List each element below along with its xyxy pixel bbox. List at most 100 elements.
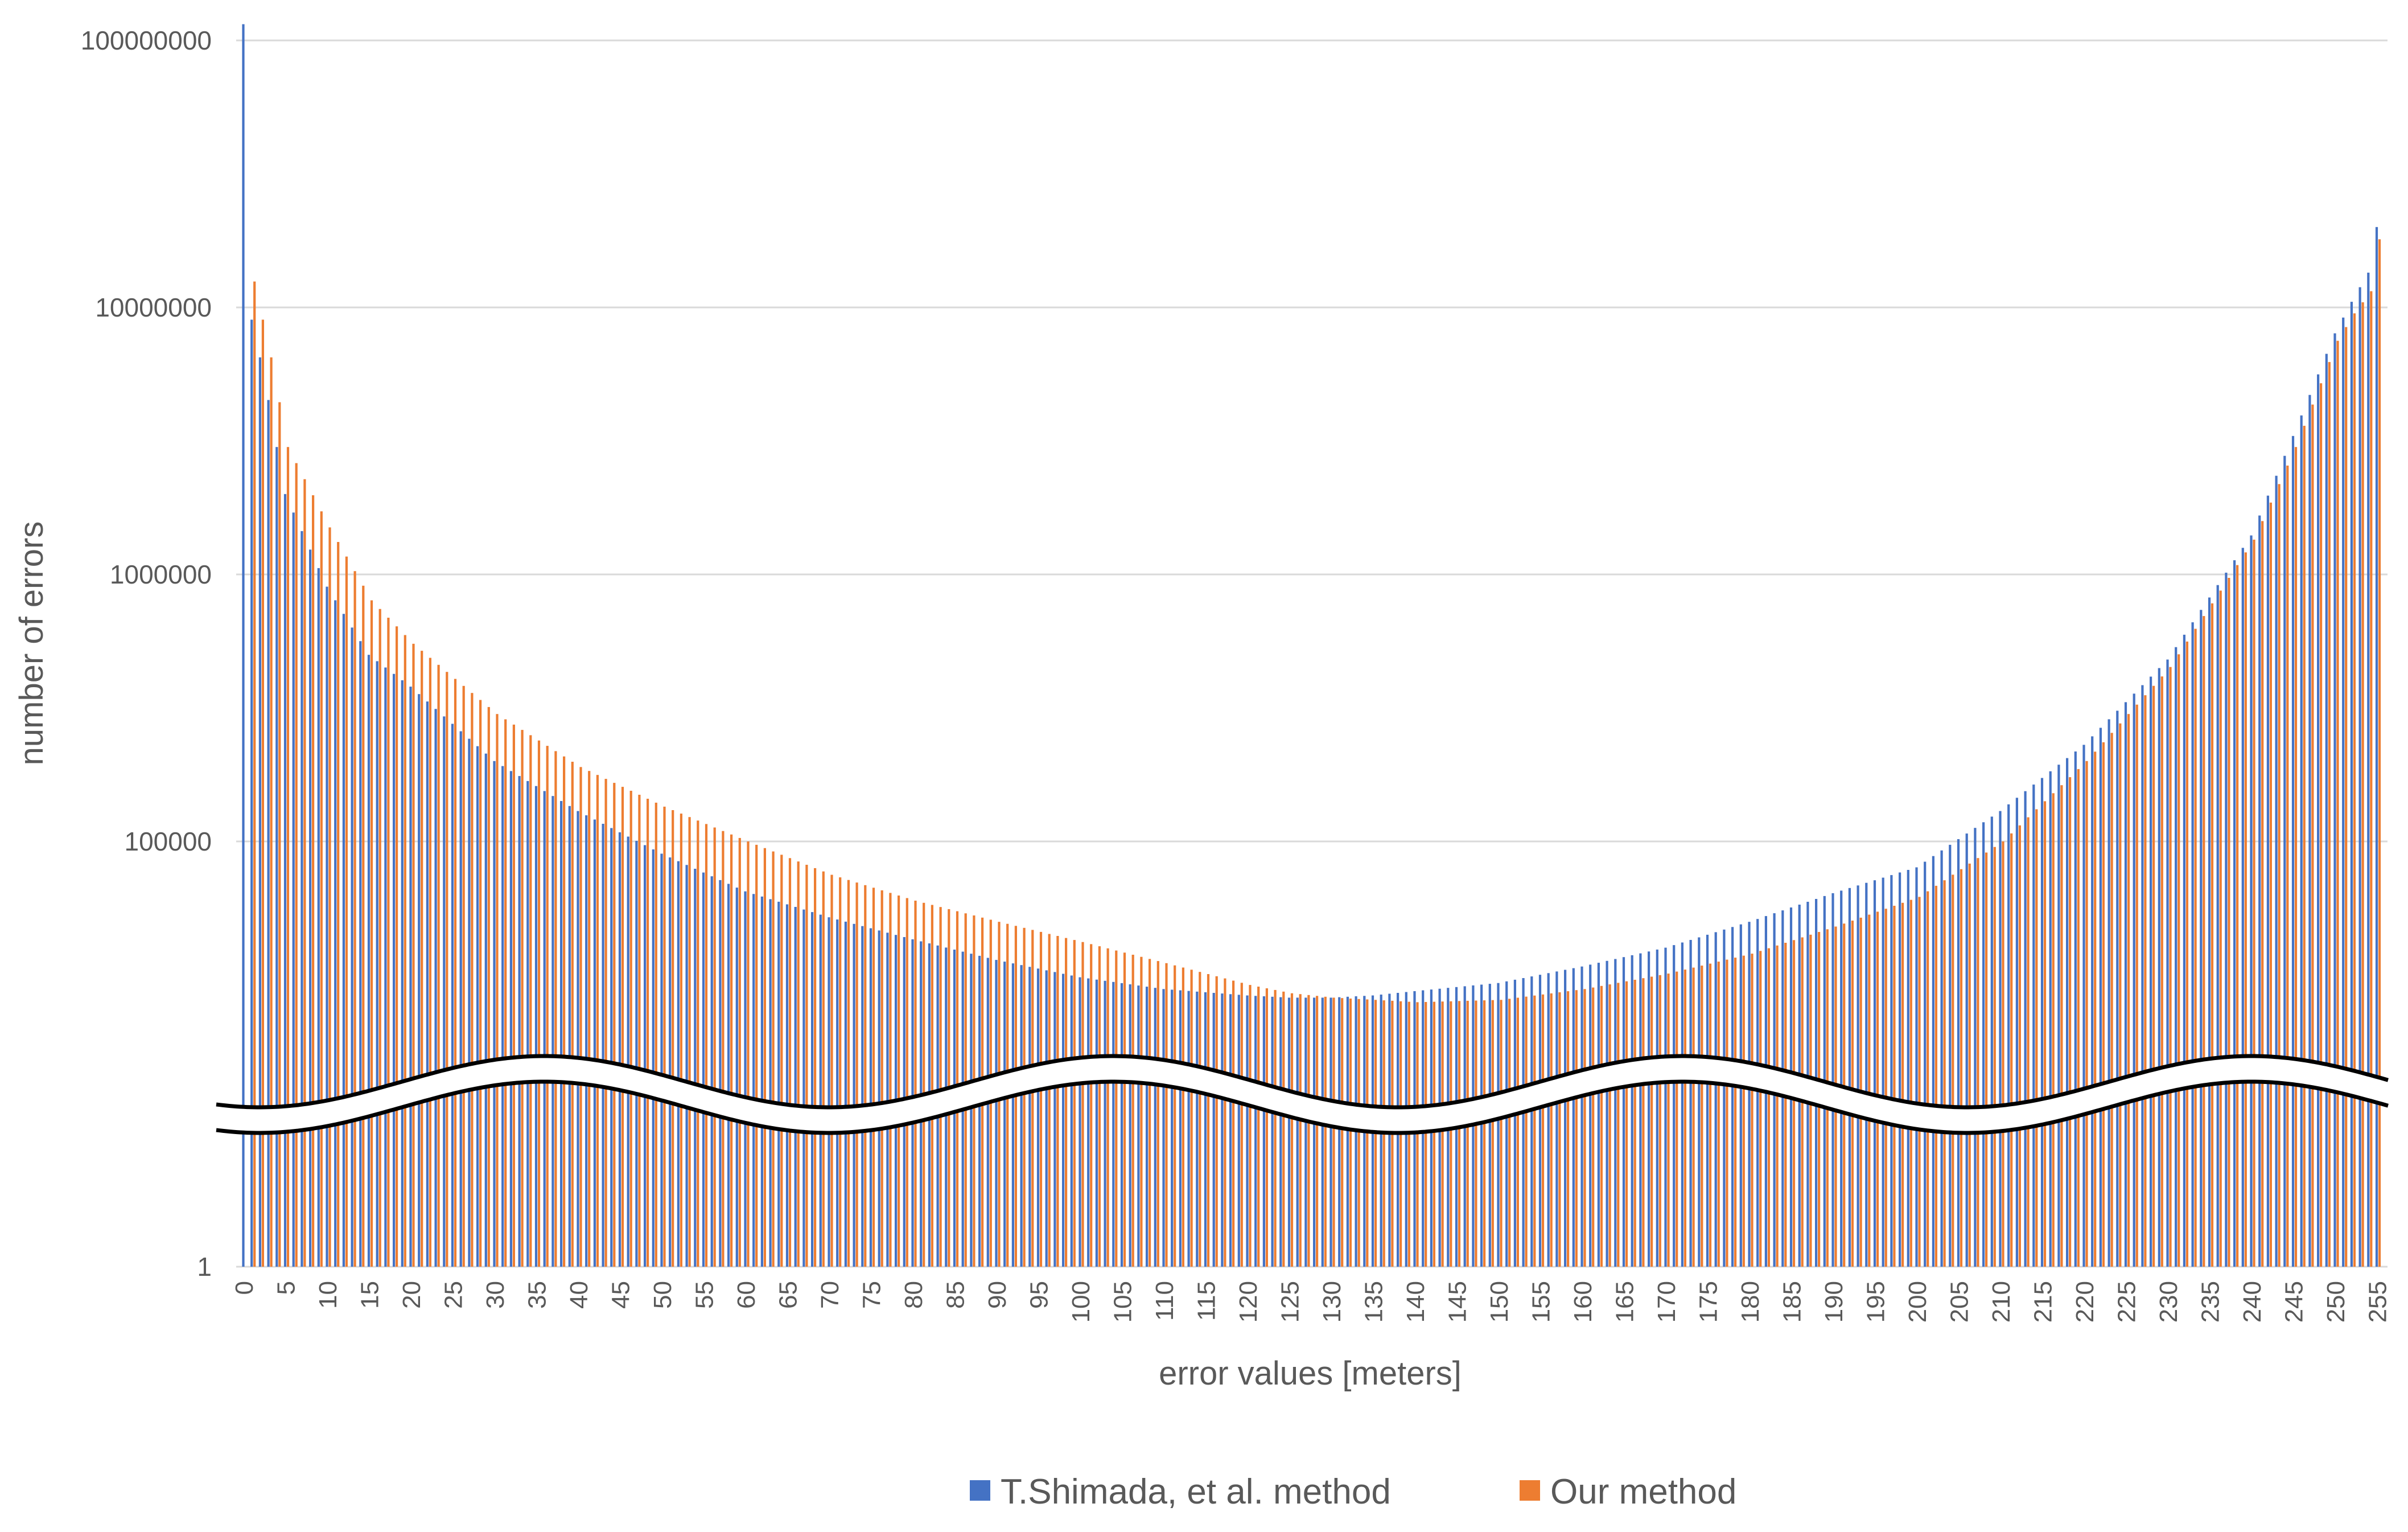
bar-shimada	[2107, 719, 2110, 1267]
bar-shimada	[1572, 968, 1575, 1267]
bar-shimada	[2191, 622, 2194, 1267]
bar-ours	[847, 880, 850, 1267]
bar-shimada	[1924, 861, 1927, 1267]
bar-ours	[1131, 955, 1134, 1267]
bar-shimada	[694, 869, 697, 1267]
bar-ours	[2311, 404, 2314, 1267]
bar-ours	[1483, 1000, 1486, 1267]
bar-shimada	[1171, 989, 1174, 1267]
bar-shimada	[769, 899, 772, 1267]
bar-ours	[1023, 927, 1026, 1267]
bar-shimada	[610, 828, 613, 1267]
bar-shimada	[1731, 927, 1734, 1267]
bar-ours	[421, 651, 423, 1267]
bar-ours	[1692, 967, 1695, 1267]
bar-ours	[345, 556, 348, 1267]
bar-ours	[370, 600, 373, 1267]
bar-shimada	[1137, 985, 1140, 1267]
bar-shimada	[309, 549, 312, 1267]
bar-shimada	[1246, 995, 1249, 1267]
bar-ours	[1918, 897, 1921, 1267]
bar-ours	[1617, 983, 1620, 1267]
bar-ours	[2228, 578, 2230, 1267]
bar-shimada	[2133, 693, 2135, 1267]
x-tick-label: 135	[1360, 1281, 1388, 1322]
bar-shimada	[526, 781, 529, 1267]
bar-shimada	[627, 836, 629, 1267]
bar-ours	[889, 893, 892, 1267]
bar-shimada	[367, 655, 371, 1267]
bar-ours	[1441, 1001, 1444, 1267]
bar-shimada	[1338, 997, 1341, 1267]
bar-shimada	[2040, 778, 2044, 1267]
x-tick-label: 75	[858, 1281, 886, 1309]
bar-shimada	[1505, 981, 1508, 1267]
bar-ours	[1190, 970, 1193, 1267]
bar-ours	[2077, 769, 2080, 1267]
bar-shimada	[501, 766, 504, 1267]
bar-shimada	[2275, 475, 2278, 1267]
bar-shimada	[1990, 816, 1993, 1267]
bar-ours	[1592, 987, 1595, 1267]
bar-ours	[2328, 362, 2331, 1267]
bar-ours	[1751, 954, 1753, 1267]
bar-shimada	[669, 857, 672, 1267]
bar-shimada	[1756, 919, 1759, 1267]
x-tick-label: 140	[1402, 1281, 1430, 1322]
bar-shimada	[317, 568, 320, 1267]
bar-shimada	[351, 627, 353, 1267]
x-tick-label: 105	[1109, 1281, 1137, 1322]
bar-ours	[1893, 906, 1896, 1267]
bar-ours	[1207, 974, 1210, 1267]
bar-shimada	[342, 614, 345, 1267]
bar-shimada	[1606, 960, 1608, 1267]
bar-ours	[939, 907, 942, 1267]
y-tick-label: 100000	[125, 827, 212, 856]
bar-ours	[1458, 1001, 1461, 1267]
bar-shimada	[2325, 354, 2328, 1267]
bar-ours	[1909, 900, 1912, 1267]
x-tick-label: 250	[2322, 1281, 2350, 1322]
bar-ours	[554, 751, 557, 1267]
bar-ours	[2236, 565, 2239, 1267]
bar-shimada	[1555, 971, 1558, 1267]
y-tick-label: 1000000	[110, 560, 212, 589]
bar-ours	[1776, 945, 1779, 1267]
bar-ours	[1425, 1002, 1427, 1267]
bar-ours	[2219, 590, 2222, 1267]
bar-shimada	[1346, 996, 1349, 1267]
bar-shimada	[995, 960, 998, 1267]
bar-ours	[261, 319, 264, 1267]
bar-shimada	[1965, 833, 1968, 1267]
x-tick-label: 205	[1946, 1281, 1974, 1322]
bar-ours	[1224, 978, 1226, 1267]
bar-ours	[672, 810, 674, 1267]
bar-shimada	[1865, 882, 1868, 1267]
bar-shimada	[2342, 317, 2345, 1267]
bar-shimada	[384, 667, 387, 1267]
bar-ours	[1165, 963, 1168, 1267]
bar-shimada	[1831, 893, 1834, 1267]
x-tick-label: 115	[1193, 1281, 1221, 1321]
bar-shimada	[2200, 610, 2203, 1267]
bar-shimada	[1028, 967, 1031, 1267]
bar-ours	[1642, 978, 1645, 1267]
bar-ours	[2370, 291, 2373, 1267]
bar-ours	[2169, 667, 2172, 1267]
bar-shimada	[760, 896, 763, 1267]
bar-ours	[2102, 742, 2105, 1267]
bar-ours	[504, 719, 507, 1267]
bar-shimada	[1179, 990, 1182, 1267]
bar-ours	[2094, 751, 2097, 1267]
bar-shimada	[2150, 676, 2152, 1267]
bar-ours	[2035, 809, 2038, 1267]
bar-ours	[1742, 955, 1745, 1267]
x-tick-label: 60	[732, 1281, 760, 1309]
y-tick-label: 100000000	[81, 26, 212, 55]
x-tick-label: 100	[1067, 1281, 1095, 1322]
bar-ours	[1575, 990, 1578, 1267]
bar-shimada	[2317, 374, 2320, 1267]
bar-shimada	[543, 791, 546, 1267]
bar-shimada	[1196, 991, 1199, 1267]
bar-shimada	[275, 447, 278, 1267]
